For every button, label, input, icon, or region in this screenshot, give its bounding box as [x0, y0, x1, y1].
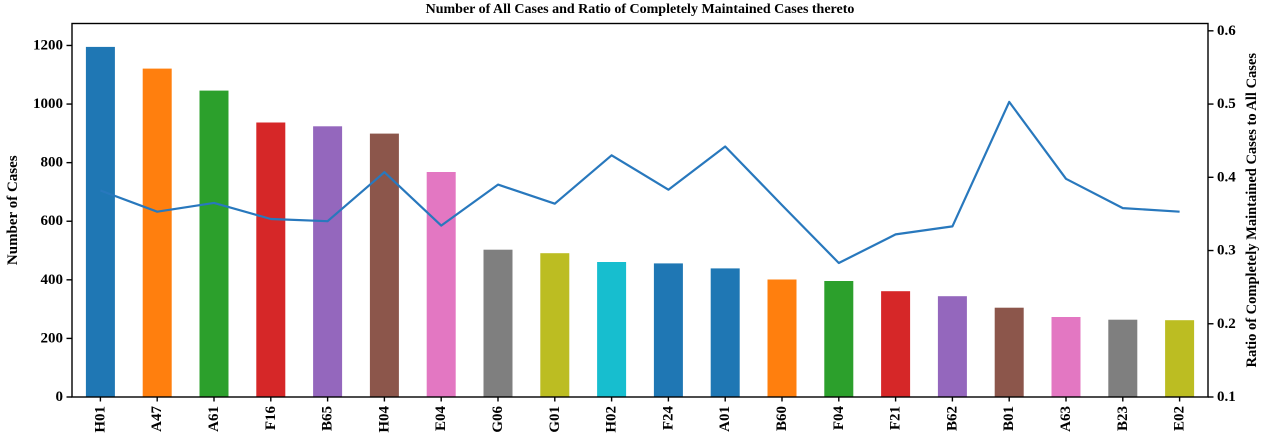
bar-H02 [597, 262, 627, 397]
x-tick-label-B65: B65 [320, 406, 336, 431]
bar-E04 [426, 172, 456, 397]
x-tick-label-B60: B60 [774, 406, 790, 431]
x-tick-label-A01: A01 [717, 406, 733, 432]
left-tick-label-800: 800 [41, 155, 64, 171]
bar-A47 [142, 68, 172, 397]
bar-A01 [710, 268, 740, 397]
left-tick-label-1200: 1200 [33, 37, 63, 53]
bar-B01 [994, 307, 1024, 397]
x-tick-label-E02: E02 [1172, 406, 1188, 431]
bar-A61 [199, 90, 229, 397]
x-tick-label-B01: B01 [1001, 406, 1017, 431]
x-tick-label-F21: F21 [888, 406, 904, 430]
x-tick-label-F24: F24 [660, 406, 676, 431]
x-tick-label-F04: F04 [831, 406, 847, 431]
left-tick-label-200: 200 [41, 330, 64, 346]
bar-B60 [767, 279, 797, 397]
x-tick-label-H02: H02 [604, 406, 620, 433]
line-series-ratio [100, 100, 1180, 265]
bar-F16 [256, 122, 286, 397]
plot-border [71, 22, 1209, 398]
x-tick-label-H01: H01 [92, 406, 108, 433]
bar-B62 [937, 296, 967, 397]
x-tick-label-B62: B62 [944, 406, 960, 431]
y-axis-right-label: Ratio of Completely Maintained Cases to … [1244, 53, 1260, 368]
right-tick-label-0.4: 0.4 [1217, 169, 1236, 185]
bar-H01 [85, 46, 115, 398]
y-axis-left-label: Number of Cases [5, 155, 21, 265]
x-tick-label-A61: A61 [206, 406, 222, 432]
x-tick-label-G01: G01 [547, 406, 563, 433]
bar-F24 [653, 263, 683, 397]
bar-B65 [313, 126, 343, 398]
chart-title: Number of All Cases and Ratio of Complet… [425, 2, 855, 17]
bar-A63 [1051, 317, 1081, 397]
bar-F21 [881, 291, 911, 397]
right-tick-label-0.3: 0.3 [1217, 243, 1236, 259]
x-tick-label-B23: B23 [1115, 406, 1131, 431]
right-tick-label-0.2: 0.2 [1217, 316, 1236, 332]
bar-H04 [369, 133, 399, 397]
left-tick-label-0: 0 [56, 389, 64, 405]
left-tick-label-1000: 1000 [33, 96, 63, 112]
bar-G01 [540, 253, 570, 397]
right-tick-label-0.5: 0.5 [1217, 96, 1236, 112]
x-tick-label-H04: H04 [376, 406, 392, 433]
bar-F04 [824, 281, 854, 397]
x-tick-label-F16: F16 [263, 406, 279, 431]
left-tick-label-400: 400 [41, 272, 64, 288]
x-tick-label-A47: A47 [149, 406, 165, 432]
bar-G06 [483, 249, 513, 397]
bar-B23 [1108, 319, 1138, 397]
x-tick-label-A63: A63 [1058, 406, 1074, 432]
right-tick-label-0.1: 0.1 [1217, 389, 1236, 405]
left-tick-label-600: 600 [41, 213, 64, 229]
right-tick-label-0.6: 0.6 [1217, 23, 1236, 39]
x-tick-label-G06: G06 [490, 406, 506, 433]
x-tick-label-E04: E04 [433, 406, 449, 432]
bar-E02 [1165, 320, 1195, 397]
